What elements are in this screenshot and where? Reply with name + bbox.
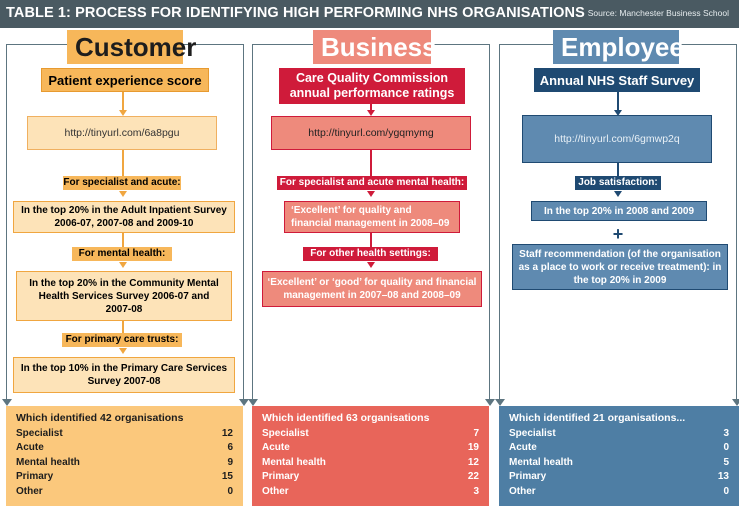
business-summary: Which identified 63 organisations Specia… (252, 406, 489, 506)
business-arrow-3 (367, 262, 375, 268)
customer-subtitle: Patient experience score (41, 68, 209, 92)
employee-box-job: In the top 20% in 2008 and 2009 (531, 201, 707, 221)
customer-box-mental: In the top 20% in the Community Mental H… (16, 271, 232, 321)
table-title: TABLE 1: PROCESS FOR IDENTIFYING HIGH PE… (6, 5, 585, 21)
customer-connector-1 (122, 92, 124, 112)
employee-link[interactable]: http://tinyurl.com/6gmwp2q (522, 115, 712, 163)
customer-arrow-2 (119, 191, 127, 197)
customer-arrow-1 (119, 110, 127, 116)
business-box-other: ‘Excellent’ or ‘good’ for quality and fi… (262, 271, 482, 307)
customer-connector-3 (122, 233, 124, 247)
business-link[interactable]: http://tinyurl.com/ygqmymg (271, 116, 471, 150)
business-subtitle: Care Quality Commission annual performan… (279, 68, 465, 104)
employee-subtitle: Annual NHS Staff Survey (534, 68, 700, 92)
employee-box-recommendation: Staff recommendation (of the organisatio… (512, 244, 728, 290)
customer-link[interactable]: http://tinyurl.com/6a8pgu (27, 116, 217, 150)
customer-box-primary: In the top 10% in the Primary Care Servi… (13, 357, 235, 393)
business-left-arrow (248, 399, 258, 406)
customer-label-specialist: For specialist and acute: (63, 176, 181, 190)
customer-connector-4 (122, 321, 124, 333)
summary-row: Other 0 (509, 485, 729, 497)
employee-connector-2 (617, 163, 619, 176)
business-connector-1 (370, 104, 372, 114)
business-label-other: For other health settings: (303, 247, 438, 261)
summary-row: Primary 15 (16, 471, 233, 483)
customer-box-specialist: In the top 20% in the Adult Inpatient Su… (13, 201, 235, 233)
customer-label-primary: For primary care trusts: (62, 333, 182, 347)
employee-arrow-1 (614, 110, 622, 116)
business-arrow-2 (367, 191, 375, 197)
summary-row: Specialist 3 (509, 428, 729, 439)
summary-row: Specialist 12 (16, 428, 233, 439)
employee-right-arrow (732, 399, 739, 406)
customer-summary: Which identified 42 organisations Specia… (6, 406, 243, 506)
business-connector-2 (370, 150, 372, 176)
business-summary-title: Which identified 63 organisations (262, 412, 430, 424)
business-connector-3 (370, 233, 372, 247)
business-box-specialist: ‘Excellent’ for quality and financial ma… (284, 201, 460, 233)
employee-connector-1 (617, 92, 619, 112)
table-header: TABLE 1: PROCESS FOR IDENTIFYING HIGH PE… (0, 0, 739, 28)
business-arrow-1 (367, 110, 375, 116)
summary-row: Mental health 5 (509, 456, 729, 468)
employee-left-arrow (495, 399, 505, 406)
employee-label-job: Job satisfaction: (575, 176, 661, 190)
customer-arrow-3 (119, 262, 127, 268)
summary-row: Other 3 (262, 485, 479, 497)
summary-row: Acute 6 (16, 442, 233, 454)
summary-row: Primary 22 (262, 471, 479, 483)
summary-row: Acute 0 (509, 442, 729, 454)
plus-sign: + (612, 224, 624, 244)
customer-left-arrow (2, 399, 12, 406)
business-label-specialist: For specialist and acute mental health: (277, 176, 467, 190)
source-note: Source: Manchester Business School (587, 8, 729, 18)
summary-row: Other 0 (16, 485, 233, 497)
business-subtitle-line2: annual performance ratings (289, 86, 455, 100)
business-subtitle-line1: Care Quality Commission (295, 71, 449, 85)
employee-summary: Which identified 21 organisations... Spe… (499, 406, 739, 506)
summary-row: Mental health 9 (16, 456, 233, 468)
customer-label-mental: For mental health: (72, 247, 172, 261)
customer-title: Customer (67, 30, 196, 64)
summary-row: Mental health 12 (262, 456, 479, 468)
employee-arrow-2 (614, 191, 622, 197)
customer-connector-2 (122, 150, 124, 176)
customer-right-arrow (239, 399, 249, 406)
customer-summary-title: Which identified 42 organisations (16, 412, 184, 424)
summary-row: Specialist 7 (262, 428, 479, 439)
summary-row: Acute 19 (262, 442, 479, 454)
employee-title: Employee (553, 30, 684, 64)
customer-arrow-4 (119, 348, 127, 354)
business-right-arrow (485, 399, 495, 406)
business-title: Business (313, 30, 437, 64)
summary-row: Primary 13 (509, 471, 729, 483)
employee-summary-title: Which identified 21 organisations... (509, 412, 686, 424)
